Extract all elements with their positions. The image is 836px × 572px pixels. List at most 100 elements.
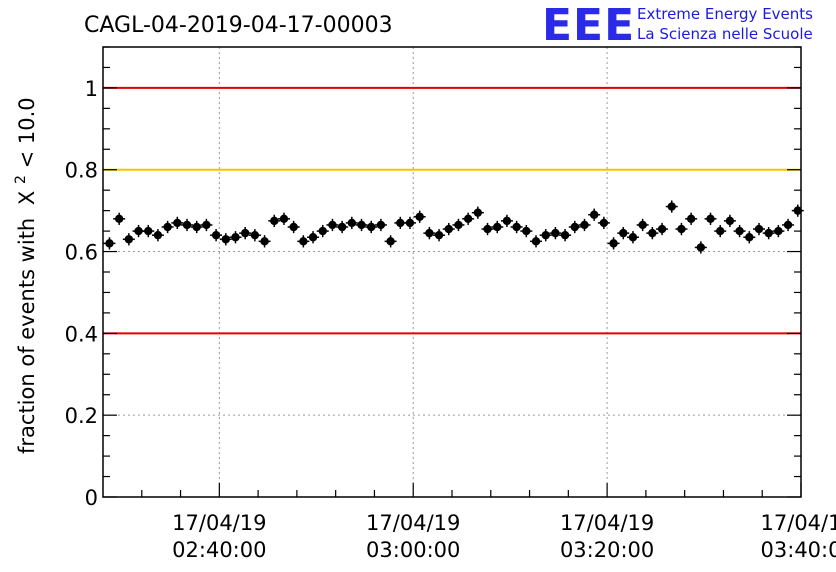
- point-marker: [347, 218, 357, 228]
- point-marker: [599, 218, 609, 228]
- point-marker: [589, 210, 599, 219]
- data-point: [239, 227, 252, 240]
- point-marker: [192, 222, 201, 232]
- point-marker: [725, 216, 735, 226]
- data-point: [617, 227, 630, 240]
- point-marker: [454, 220, 463, 230]
- point-marker: [667, 202, 676, 211]
- axes: 0 0.2 0.4 0.6 0.8 1 17/04/19 02:40:00 17/04/19 03…: [65, 46, 836, 562]
- data-point: [190, 220, 203, 234]
- point-marker: [754, 224, 764, 234]
- data-point: [287, 220, 300, 234]
- data-point: [733, 224, 746, 238]
- data-point: [355, 218, 368, 232]
- data-point: [752, 222, 765, 236]
- point-marker: [580, 220, 589, 230]
- data-point: [336, 220, 349, 234]
- y-axis-label-superscript: 2: [13, 175, 29, 184]
- point-marker: [124, 235, 134, 244]
- data-point: [403, 216, 416, 230]
- data-point: [122, 233, 135, 246]
- point-marker: [396, 218, 405, 228]
- data-point: [559, 229, 572, 242]
- grid-layer: [103, 47, 802, 497]
- point-marker: [648, 228, 657, 238]
- point-marker: [289, 222, 298, 232]
- data-point: [607, 237, 620, 250]
- data-point: [345, 216, 358, 230]
- x-tick-label-date: 17/04/19: [366, 511, 460, 535]
- y-tick-label: 0.6: [65, 241, 98, 265]
- point-marker: [134, 226, 143, 236]
- point-marker: [735, 226, 744, 236]
- y-tick-label: 0.4: [65, 322, 98, 346]
- data-point: [578, 218, 591, 232]
- data-point: [103, 237, 116, 250]
- data-point: [413, 210, 426, 223]
- data-point: [297, 235, 310, 248]
- point-marker: [570, 222, 579, 232]
- y-tick-label: 1: [85, 77, 98, 101]
- data-point: [510, 220, 523, 234]
- y-tick-label: 0: [85, 486, 98, 510]
- data-point: [665, 200, 678, 213]
- data-point: [171, 216, 184, 230]
- data-point: [452, 218, 465, 232]
- data-point: [704, 212, 717, 225]
- data-point: [685, 212, 698, 225]
- data-point: [714, 224, 727, 238]
- eee-logo: EEE Extreme Energy Events La Scienza nel…: [542, 0, 813, 51]
- data-point: [636, 218, 649, 232]
- data-point: [151, 229, 164, 242]
- data-point: [181, 218, 194, 232]
- y-axis-label-suffix: < 10.0: [15, 97, 39, 168]
- point-marker: [745, 233, 754, 242]
- data-points: [103, 200, 804, 254]
- data-point: [782, 218, 795, 232]
- point-marker: [376, 220, 386, 230]
- point-marker: [531, 237, 541, 246]
- point-marker: [337, 222, 347, 232]
- data-point: [268, 214, 281, 227]
- data-point: [433, 229, 446, 242]
- point-marker: [502, 216, 512, 226]
- data-point: [365, 220, 378, 234]
- data-point: [588, 208, 601, 221]
- data-point: [500, 214, 513, 227]
- x-tick-label-time: 03:20:00: [560, 538, 654, 562]
- point-marker: [221, 235, 230, 244]
- point-marker: [628, 233, 638, 242]
- point-marker: [144, 226, 153, 236]
- point-marker: [444, 224, 453, 234]
- data-point: [113, 212, 126, 225]
- data-point: [394, 216, 407, 230]
- data-point: [442, 222, 455, 236]
- point-marker: [240, 228, 250, 238]
- point-marker: [696, 243, 706, 252]
- data-point: [229, 231, 242, 244]
- point-marker: [609, 239, 618, 248]
- x-tick-label-date: 17/04/19: [172, 511, 266, 535]
- point-marker: [493, 222, 502, 232]
- point-marker: [686, 214, 696, 224]
- y-tick-label: 0.8: [65, 159, 98, 183]
- point-marker: [211, 230, 221, 240]
- logo-line-2: La Scienza nelle Scuole: [637, 25, 813, 43]
- data-point: [384, 235, 397, 248]
- point-marker: [677, 224, 686, 234]
- data-point: [277, 212, 290, 225]
- point-marker: [308, 233, 318, 242]
- data-point: [530, 235, 543, 248]
- point-marker: [463, 214, 473, 224]
- data-point: [462, 212, 475, 225]
- point-marker: [153, 230, 163, 240]
- chart-title: CAGL-04-2019-04-17-00003: [84, 13, 393, 38]
- point-marker: [657, 224, 667, 234]
- logo-line-1: Extreme Energy Events: [637, 5, 813, 23]
- point-marker: [425, 228, 434, 238]
- y-tick-label: 0.2: [65, 404, 98, 428]
- y-axis-label-text: fraction of events with: [15, 218, 39, 454]
- data-point: [423, 227, 436, 240]
